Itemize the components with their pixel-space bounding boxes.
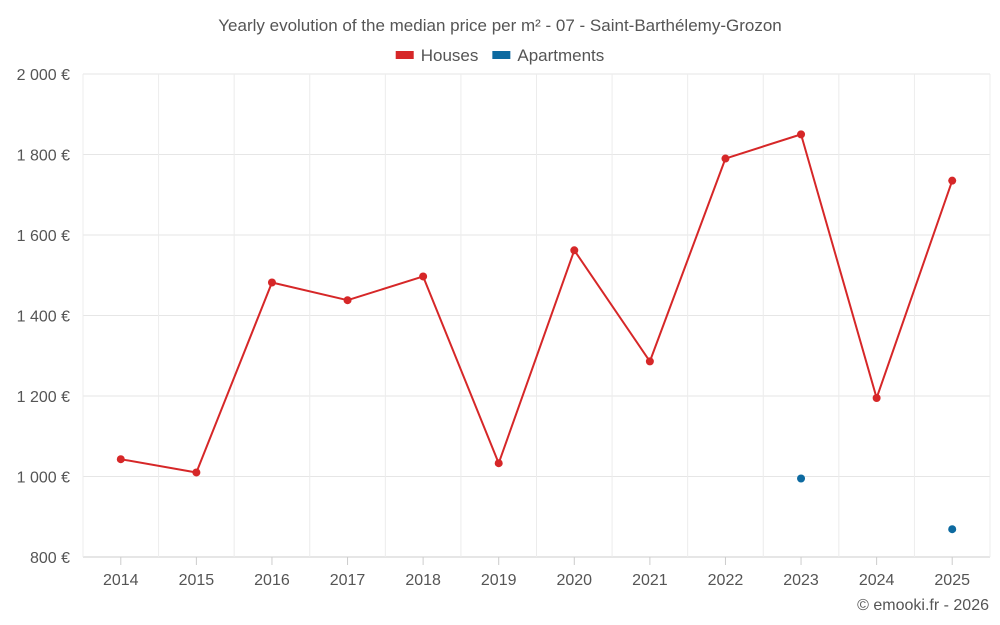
x-tick-label: 2015 — [179, 572, 215, 589]
footer-credit: © emooki.fr - 2026 — [857, 597, 989, 614]
x-tick-label: 2016 — [254, 572, 290, 589]
y-tick-label: 1 000 € — [17, 470, 70, 487]
y-tick-label: 1 600 € — [17, 228, 70, 245]
y-tick-label: 800 € — [30, 550, 70, 567]
x-tick-label: 2018 — [405, 572, 441, 589]
legend-swatch — [492, 51, 511, 59]
legend[interactable]: Houses Apartments — [395, 46, 605, 65]
chart-title: Yearly evolution of the median price per… — [218, 16, 781, 35]
x-tick-label: 2023 — [783, 572, 819, 589]
data-point-houses[interactable] — [872, 394, 881, 403]
series-layer — [116, 130, 957, 534]
grid — [82, 73, 991, 558]
data-point-houses[interactable] — [267, 278, 276, 287]
legend-item-houses[interactable]: Houses — [395, 46, 479, 65]
y-tick-label: 1 800 € — [17, 148, 70, 165]
legend-label: Houses — [421, 46, 479, 65]
data-point-apartments[interactable] — [948, 525, 957, 534]
data-point-houses[interactable] — [343, 296, 352, 305]
legend-swatch — [395, 51, 414, 59]
data-point-houses[interactable] — [192, 468, 201, 477]
legend-item-apartments[interactable]: Apartments — [492, 46, 604, 65]
data-point-houses[interactable] — [645, 357, 654, 366]
x-axis: 2014 2015 2016 2017 2018 2019 2020 2021 2022 2023… — [103, 557, 970, 589]
data-point-houses[interactable] — [570, 246, 579, 255]
legend-label: Apartments — [517, 46, 604, 65]
x-tick-label: 2025 — [934, 572, 970, 589]
data-point-houses[interactable] — [494, 459, 503, 468]
data-point-houses[interactable] — [721, 154, 730, 163]
data-point-houses[interactable] — [797, 130, 806, 139]
x-tick-label: 2024 — [859, 572, 895, 589]
data-point-apartments[interactable] — [797, 474, 806, 483]
x-tick-label: 2017 — [330, 572, 366, 589]
y-tick-label: 1 400 € — [17, 309, 70, 326]
data-point-houses[interactable] — [116, 455, 125, 464]
y-tick-label: 1 200 € — [17, 389, 70, 406]
y-tick-label: 2 000 € — [17, 67, 70, 84]
data-point-houses[interactable] — [419, 272, 428, 281]
x-tick-label: 2021 — [632, 572, 668, 589]
x-tick-label: 2020 — [556, 572, 592, 589]
x-tick-label: 2019 — [481, 572, 517, 589]
data-point-houses[interactable] — [948, 176, 957, 185]
x-tick-label: 2022 — [708, 572, 744, 589]
y-axis: 800 € 1 000 € 1 200 € 1 400 € 1 600 € 1 800 €… — [17, 67, 70, 567]
series-line-houses — [120, 133, 954, 474]
x-tick-label: 2014 — [103, 572, 139, 589]
